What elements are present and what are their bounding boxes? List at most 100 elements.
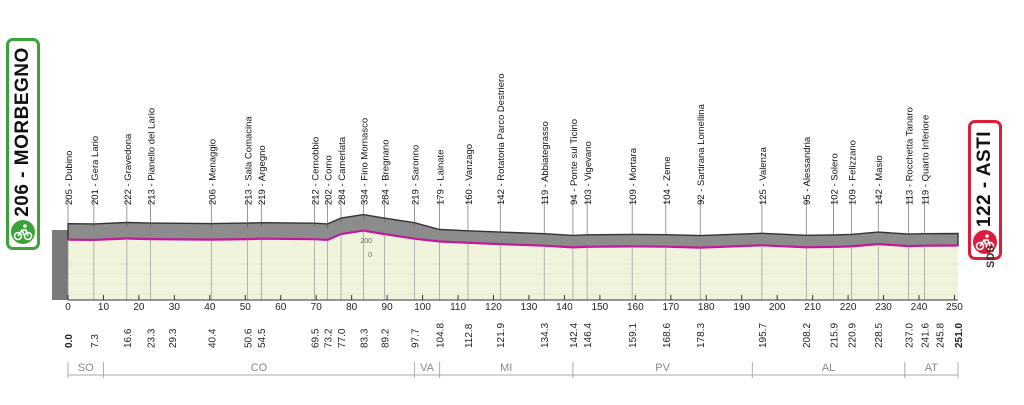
province-label: CO — [251, 362, 268, 374]
x-tick-label: 210 — [804, 302, 821, 313]
waypoint-label: 92 - Sartirana Lomellina — [696, 103, 707, 205]
route-line — [67, 229, 959, 249]
x-tick-label: 130 — [521, 302, 538, 313]
waypoint-label: 201 - Gera Lario — [90, 136, 101, 205]
km-mark-label: 168.6 — [662, 323, 673, 348]
waypoint-label: 103 - Vigevano — [583, 141, 594, 205]
x-tick-label: 200 — [769, 302, 786, 313]
waypoint-label: 219 - Argegno — [257, 145, 268, 205]
km-mark-label: 241.6 — [921, 323, 932, 348]
waypoint-label: 95 - Alessandria — [802, 136, 813, 205]
km-mark-label: 89.2 — [380, 328, 391, 348]
km-mark-label: 220.9 — [847, 323, 858, 348]
waypoint-label: 109 - Felizzano — [847, 140, 858, 205]
km-mark-label: 77.0 — [337, 328, 348, 348]
sds-logo: SDS — [985, 245, 997, 268]
x-tick-label: 250 — [946, 302, 963, 313]
km-mark-label: 208.2 — [802, 323, 813, 348]
x-tick-label: 80 — [346, 302, 358, 313]
waypoint-label: 104 - Zeme — [662, 156, 673, 205]
y-tick-label: 200 — [360, 238, 372, 245]
waypoint-label: 213 - Sala Comacina — [243, 116, 254, 205]
x-tick-label: 240 — [911, 302, 928, 313]
km-mark-label: 178.3 — [696, 323, 707, 348]
x-tick-label: 110 — [450, 302, 466, 313]
y-tick-label: 0 — [368, 252, 372, 259]
km-mark-label: 215.9 — [830, 323, 841, 348]
x-tick-label: 180 — [698, 302, 715, 313]
km-mark-label: 7.3 — [90, 334, 101, 348]
km-mark-label: 142.4 — [569, 323, 580, 348]
waypoint-label: 334 - Fino Mornasco — [359, 118, 370, 205]
cyclist-icon — [11, 220, 35, 244]
start-label: 206 - MORBEGNO — [12, 46, 33, 217]
x-tick-label: 120 — [485, 302, 502, 313]
province-label: PV — [655, 362, 670, 374]
km-mark-label: 73.2 — [324, 328, 335, 348]
x-tick-label: 30 — [169, 302, 181, 313]
waypoint-label: 202 - Como — [324, 155, 335, 205]
waypoint-label: 102 - Solero — [830, 153, 841, 205]
km-mark-label: 134.3 — [540, 323, 551, 348]
km-mark-label: 112.8 — [464, 323, 475, 348]
x-tick-label: 220 — [840, 302, 857, 313]
km-mark-label: 50.6 — [243, 328, 254, 348]
waypoint-label: 206 - Menaggio — [207, 139, 218, 205]
km-mark-label: 29.3 — [168, 328, 179, 348]
province-label: MI — [500, 362, 512, 374]
km-mark-label: 16.6 — [123, 328, 134, 348]
km-mark-label: 146.4 — [583, 323, 594, 348]
x-tick-label: 100 — [414, 302, 431, 313]
start-altitude: 206 — [12, 183, 33, 217]
km-mark-label: 195.7 — [758, 323, 769, 348]
km-mark-label: 245.8 — [936, 323, 947, 348]
waypoint-label: 160 - Vanzago — [464, 144, 475, 205]
waypoint-label: 113 - Rocchetta Tanaro — [904, 107, 915, 205]
waypoint-label: 213 - Pianello del Lario — [147, 108, 158, 205]
waypoint-label: 119 - Quarto Inferiore — [921, 115, 932, 205]
waypoint-label: 109 - Mortara — [628, 147, 639, 205]
finish-label: 122 - ASTI — [974, 131, 995, 228]
waypoint-label: 142 - Masio — [874, 155, 885, 205]
waypoint-label: 205 - Dubino — [64, 151, 75, 205]
km-mark-label: 23.3 — [147, 328, 158, 348]
province-label: AT — [925, 362, 939, 374]
x-tick-label: 40 — [204, 302, 216, 313]
waypoint-label: 94 - Ponte sul Ticino — [569, 119, 580, 205]
km-mark-label: 97.7 — [410, 328, 421, 348]
km-mark-label: 69.5 — [310, 328, 321, 348]
province-label: VA — [420, 362, 435, 374]
km-mark-label: 83.3 — [359, 328, 370, 348]
waypoint-label: 212 - Cernobbio — [310, 137, 321, 205]
km-mark-label: 104.8 — [436, 323, 447, 348]
x-tick-label: 140 — [556, 302, 573, 313]
x-tick-label: 20 — [133, 302, 145, 313]
finish-badge: 122 - ASTI — [968, 120, 1002, 260]
x-tick-label: 160 — [627, 302, 644, 313]
x-tick-label: 170 — [662, 302, 679, 313]
plot-area — [68, 230, 958, 300]
province-label: SO — [78, 362, 94, 374]
finish-name: ASTI — [974, 131, 995, 177]
x-tick-label: 190 — [733, 302, 750, 313]
waypoint-label: 284 - Camerlata — [337, 136, 348, 205]
km-mark-label: 228.5 — [874, 323, 885, 348]
x-tick-label: 70 — [311, 302, 323, 313]
waypoint-label: 284 - Bregnano — [380, 140, 391, 206]
start-name: MORBEGNO — [12, 46, 33, 165]
waypoint-label: 219 - Saronno — [410, 145, 421, 205]
x-tick-label: 90 — [382, 302, 394, 313]
finish-cyclist-icon — [973, 230, 997, 254]
x-tick-label: 60 — [275, 302, 287, 313]
waypoint-label: 125 - Valenza — [758, 146, 769, 205]
waypoint-label: 222 - Gravedona — [123, 133, 134, 205]
km-mark-label: 121.9 — [496, 323, 507, 348]
start-wall — [52, 230, 68, 300]
x-tick-label: 10 — [98, 302, 110, 313]
x-tick-label: 150 — [592, 302, 609, 313]
waypoint-label: 119 - Abbiategrasso — [540, 121, 551, 205]
waypoint-label: 179 - Lainate — [436, 150, 447, 205]
province-label: AL — [822, 362, 835, 374]
waypoint-label: 142 - Rotatoria Parco Destriero — [496, 74, 507, 205]
